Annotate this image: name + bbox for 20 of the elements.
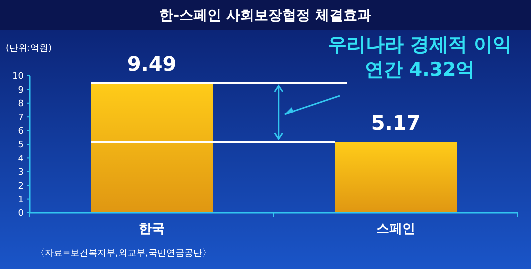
y-tick-label: 9 bbox=[18, 86, 24, 96]
y-tick-label: 1 bbox=[18, 195, 24, 206]
text: 〈자료=보건복지부,외교부,국민연금공단〉 bbox=[36, 248, 212, 259]
y-tick-label: 6 bbox=[18, 126, 24, 137]
data-label: 9.49 bbox=[127, 52, 177, 76]
y-axis-title: (단위:억원) bbox=[6, 44, 52, 54]
y-tick-label: 7 bbox=[18, 113, 24, 124]
x-tick-label: 스페인 bbox=[376, 222, 416, 237]
x-tick-label: 한국 bbox=[139, 222, 165, 237]
y-tick-label: 3 bbox=[18, 168, 24, 178]
y-tick-label: 8 bbox=[18, 100, 24, 110]
y-tick-label: 10 bbox=[12, 72, 24, 82]
text: 우리나라 경제적 이익 bbox=[328, 34, 512, 56]
y-tick-label: 0 bbox=[18, 209, 24, 220]
chart-title: 한-스페인 사회보장협정 체결효과 bbox=[160, 8, 372, 24]
data-label: 5.17 bbox=[371, 111, 421, 136]
y-tick-label: 2 bbox=[18, 182, 24, 192]
y-tick-label: 4 bbox=[18, 154, 24, 164]
y-tick-label: 5 bbox=[18, 140, 24, 151]
annotation: 연간 4.32억 bbox=[364, 59, 476, 81]
